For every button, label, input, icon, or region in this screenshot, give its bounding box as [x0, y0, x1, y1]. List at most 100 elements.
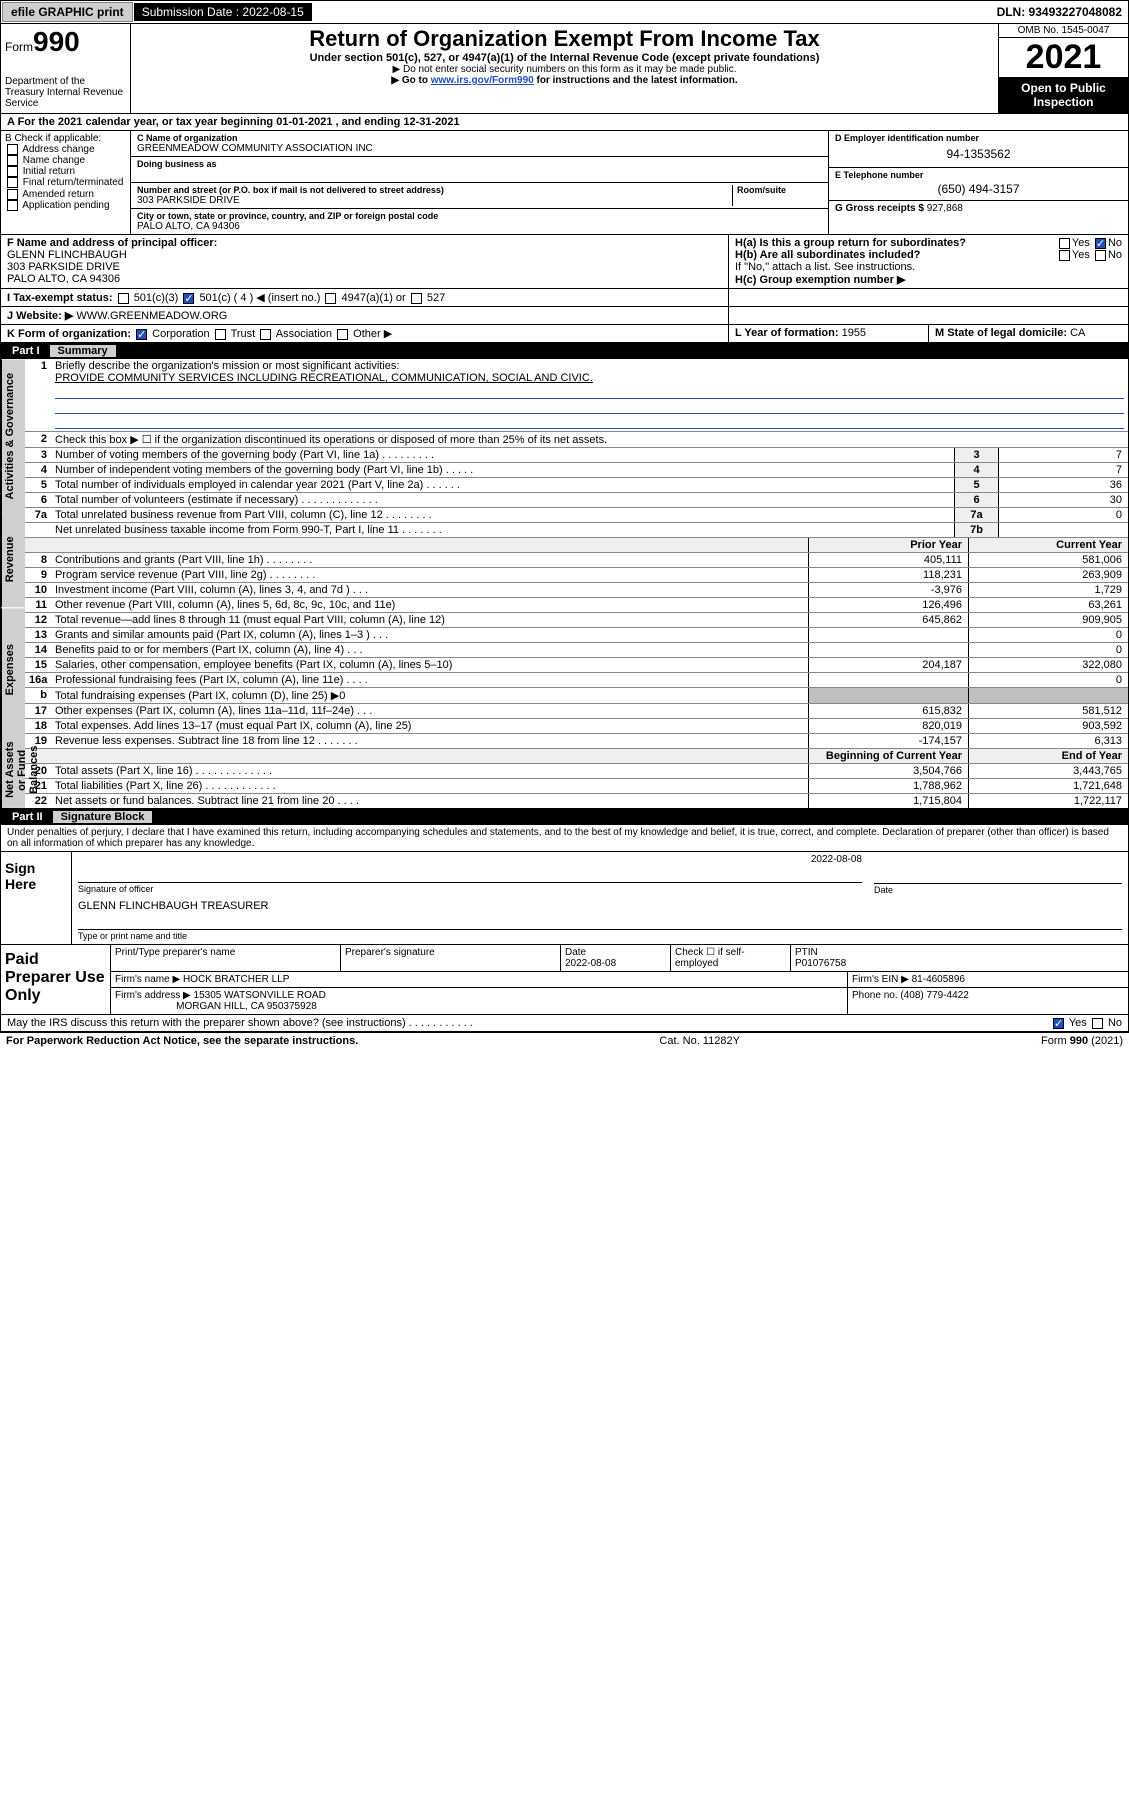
ha-yes-checkbox[interactable] — [1059, 238, 1070, 249]
side-governance: Activities & Governance — [1, 359, 25, 512]
row-a-period: A For the 2021 calendar year, or tax yea… — [0, 114, 1129, 131]
bcy-lbl: Beginning of Current Year — [808, 749, 968, 763]
checkbox-name-change[interactable] — [7, 155, 18, 166]
open-public-label: Open to Public Inspection — [999, 77, 1128, 113]
j-label: J Website: ▶ — [7, 310, 73, 322]
prior-year-lbl: Prior Year — [808, 538, 968, 552]
paid-preparer-block: Paid Preparer Use Only Print/Type prepar… — [0, 945, 1129, 1015]
may-irs-text: May the IRS discuss this return with the… — [7, 1017, 473, 1029]
may-irs-yes: Yes — [1069, 1017, 1087, 1029]
table-row: 8Contributions and grants (Part VIII, li… — [25, 552, 1128, 567]
lbl-name-change: Name change — [23, 155, 85, 166]
part2-title: Signature Block — [53, 811, 153, 823]
cb-assoc[interactable] — [260, 329, 271, 340]
cb-527[interactable] — [411, 293, 422, 304]
may-irs-no: No — [1108, 1017, 1122, 1029]
table-row: 9Program service revenue (Part VIII, lin… — [25, 567, 1128, 582]
pp-self-emp: Check ☐ if self-employed — [671, 945, 791, 971]
table-row: 16aProfessional fundraising fees (Part I… — [25, 672, 1128, 687]
cb-501c3[interactable] — [118, 293, 129, 304]
table-row: 6Total number of volunteers (estimate if… — [25, 492, 1128, 507]
efile-button[interactable]: efile GRAPHIC print — [2, 2, 133, 22]
hb-label: H(b) Are all subordinates included? — [735, 249, 920, 261]
ein-value: 94-1353562 — [835, 143, 1122, 165]
table-row: bTotal fundraising expenses (Part IX, co… — [25, 687, 1128, 703]
pp-name-lbl: Print/Type preparer's name — [111, 945, 341, 971]
hb-no-checkbox[interactable] — [1095, 250, 1106, 261]
side-revenue: Revenue — [1, 512, 25, 607]
hc-label: H(c) Group exemption number ▶ — [735, 274, 905, 286]
cb-corp[interactable] — [136, 329, 147, 340]
cat-no: Cat. No. 11282Y — [659, 1035, 740, 1047]
f-label: F Name and address of principal officer: — [7, 237, 217, 249]
klm-row: K Form of organization: Corporation Trus… — [0, 325, 1129, 343]
pp-phone-lbl: Phone no. — [852, 990, 898, 1001]
lbl-501c3: 501(c)(3) — [134, 292, 179, 304]
cb-trust[interactable] — [215, 329, 226, 340]
table-row: Net unrelated business taxable income fr… — [25, 522, 1128, 537]
table-row: 11Other revenue (Part VIII, column (A), … — [25, 597, 1128, 612]
street-label: Number and street (or P.O. box if mail i… — [137, 185, 732, 195]
firm-ein-lbl: Firm's EIN ▶ — [852, 974, 909, 985]
firm-addr-lbl: Firm's address ▶ — [115, 990, 191, 1001]
header-sub2: ▶ Do not enter social security numbers o… — [137, 64, 992, 75]
lbl-assoc: Association — [276, 328, 332, 340]
ha-no-checkbox[interactable] — [1095, 238, 1106, 249]
l-label: L Year of formation: — [735, 327, 839, 339]
table-row: 12Total revenue—add lines 8 through 11 (… — [25, 612, 1128, 627]
irs-link[interactable]: www.irs.gov/Form990 — [431, 75, 534, 86]
lbl-trust: Trust — [231, 328, 256, 340]
table-row: 20Total assets (Part X, line 16) . . . .… — [25, 763, 1128, 778]
table-row: 7aTotal unrelated business revenue from … — [25, 507, 1128, 522]
sig-date-lbl: Date — [874, 885, 893, 895]
may-irs-yes-cb[interactable] — [1053, 1018, 1064, 1029]
f-h-row: F Name and address of principal officer:… — [0, 235, 1129, 289]
checkbox-amended[interactable] — [7, 189, 18, 200]
omb-number: OMB No. 1545-0047 — [999, 24, 1128, 38]
table-row: 4Number of independent voting members of… — [25, 462, 1128, 477]
sign-here-label: Sign Here — [1, 852, 71, 944]
part1-num: Part I — [6, 345, 46, 357]
phone-value: (650) 494-3157 — [835, 180, 1122, 198]
form-header: Form990 Department of the Treasury Inter… — [0, 24, 1129, 114]
box-b: B Check if applicable: Address change Na… — [1, 131, 131, 234]
table-row: 10Investment income (Part VIII, column (… — [25, 582, 1128, 597]
sig-officer-lbl: Signature of officer — [78, 884, 153, 894]
table-row: 13Grants and similar amounts paid (Part … — [25, 627, 1128, 642]
checkbox-initial-return[interactable] — [7, 166, 18, 177]
form-number: 990 — [33, 26, 80, 57]
lbl-501c: 501(c) ( 4 ) ◀ (insert no.) — [199, 292, 320, 304]
side-netassets: Net Assets or Fund Balances — [1, 732, 25, 808]
table-row: 21Total liabilities (Part X, line 26) . … — [25, 778, 1128, 793]
k-label: K Form of organization: — [7, 328, 131, 340]
gross-value: 927,868 — [927, 203, 963, 214]
sig-date-val: 2022-08-08 — [78, 854, 862, 865]
top-bar: efile GRAPHIC print Submission Date : 20… — [0, 0, 1129, 24]
page-footer: For Paperwork Reduction Act Notice, see … — [0, 1032, 1129, 1049]
submission-date: Submission Date : 2022-08-15 — [134, 3, 312, 21]
cb-4947[interactable] — [325, 293, 336, 304]
hb-no-lbl: No — [1108, 249, 1122, 261]
ey-lbl: End of Year — [968, 749, 1128, 763]
ha-no-lbl: No — [1108, 237, 1122, 249]
ha-yes-lbl: Yes — [1072, 237, 1090, 249]
department-label: Department of the Treasury Internal Reve… — [5, 76, 126, 109]
firm-addr1: 15305 WATSONVILLE ROAD — [194, 990, 326, 1001]
may-irs-no-cb[interactable] — [1092, 1018, 1103, 1029]
cb-501c[interactable] — [183, 293, 194, 304]
hb-yes-checkbox[interactable] — [1059, 250, 1070, 261]
checkbox-app-pending[interactable] — [7, 200, 18, 211]
tax-year: 2021 — [999, 38, 1128, 77]
firm-addr2: MORGAN HILL, CA 950375928 — [176, 1001, 317, 1012]
identity-block: B Check if applicable: Address change Na… — [0, 131, 1129, 235]
lbl-527: 527 — [427, 292, 445, 304]
cb-other[interactable] — [337, 329, 348, 340]
q2-text: Check this box ▶ ☐ if the organization d… — [51, 432, 1128, 447]
c-name-label: C Name of organization — [137, 133, 822, 143]
paid-preparer-label: Paid Preparer Use Only — [1, 945, 111, 1014]
lbl-initial-return: Initial return — [23, 166, 75, 177]
checkbox-address-change[interactable] — [7, 144, 18, 155]
checkbox-final-return[interactable] — [7, 177, 18, 188]
part2-num: Part II — [6, 811, 49, 823]
table-row: 14Benefits paid to or for members (Part … — [25, 642, 1128, 657]
